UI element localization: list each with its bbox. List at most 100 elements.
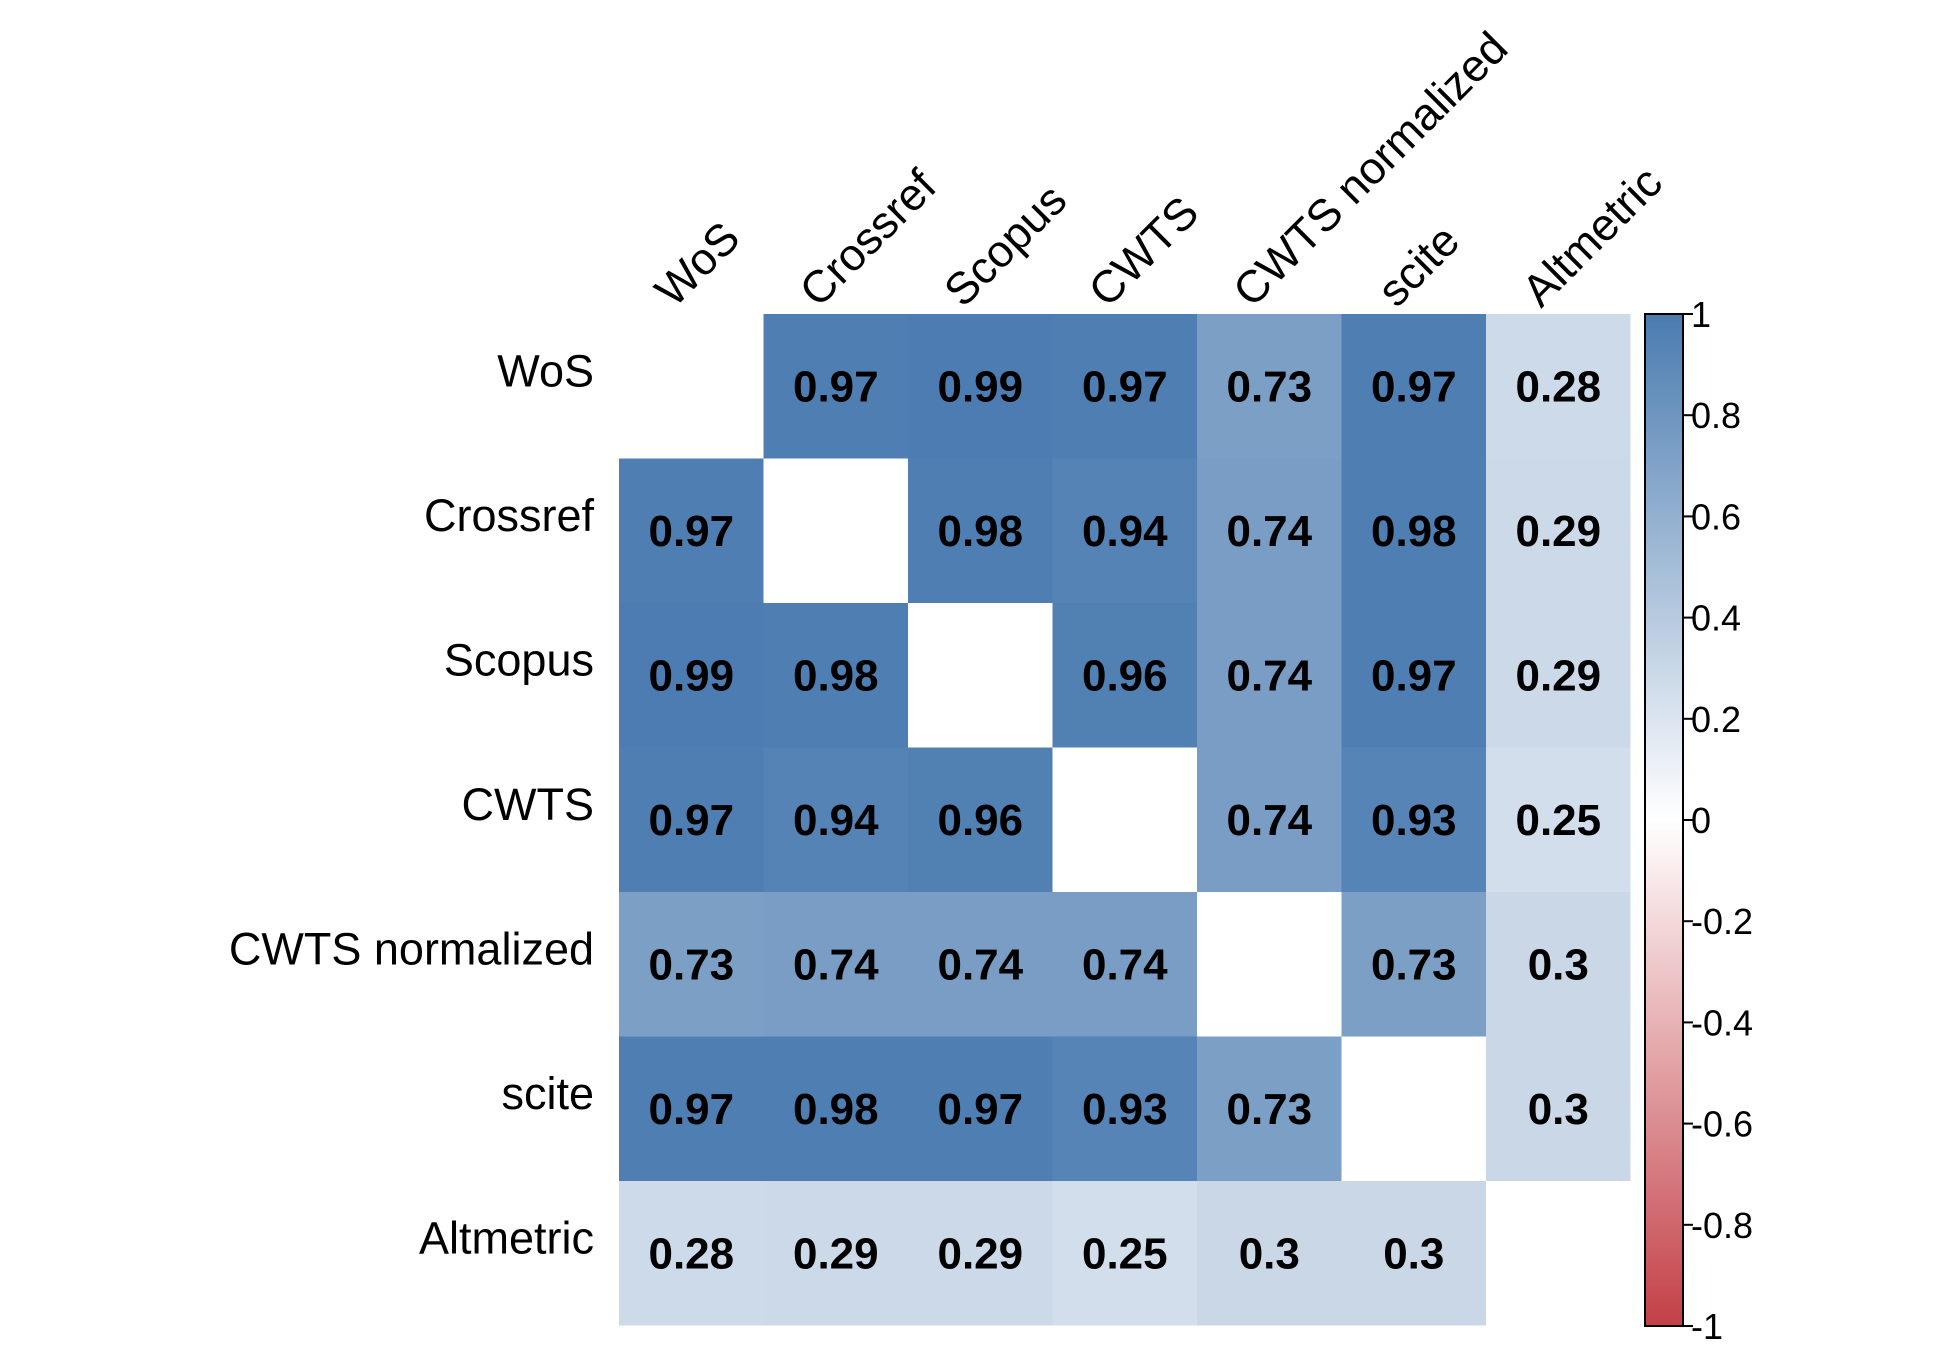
heatmap-cell-1-6 xyxy=(1486,458,1631,603)
heatmap-cell-5-6 xyxy=(1486,1036,1631,1181)
heatmap-cell-2-1 xyxy=(763,603,908,748)
heatmap-cell-4-0 xyxy=(619,892,764,1037)
cell-value-label: 0.96 xyxy=(1082,651,1168,700)
colorbar-tick-label: -0.8 xyxy=(1691,1205,1753,1246)
heatmap-value-labels: 0.97 0.99 0.97 0.73 0.97 0.28 0.97 0.98 0.94 0.74… xyxy=(648,362,1601,1278)
heatmap-cell-5-1 xyxy=(763,1036,908,1181)
heatmap-cell-0-1 xyxy=(763,314,908,459)
heatmap-cell-2-5 xyxy=(1341,603,1486,748)
cell-value-label: 0.98 xyxy=(937,507,1023,556)
colorbar-tick-label: -0.2 xyxy=(1691,901,1753,942)
row-label: Altmetric xyxy=(419,1212,594,1263)
heatmap-cell-1-3 xyxy=(1052,458,1197,603)
column-label: CWTS normalized xyxy=(1223,22,1517,316)
cell-value-label: 0.25 xyxy=(1082,1229,1168,1278)
row-labels: WoS Crossref Scopus CWTS CWTS normalized scit… xyxy=(229,345,595,1263)
heatmap-cell-5-2 xyxy=(908,1036,1053,1181)
cell-value-label: 0.97 xyxy=(793,362,879,411)
cell-value-label: 0.98 xyxy=(793,1085,879,1134)
colorbar-tick-label: -0.6 xyxy=(1691,1104,1753,1145)
heatmap-cell-0-5 xyxy=(1341,314,1486,459)
heatmap-cell-0-2 xyxy=(908,314,1053,459)
colorbar-tick-label: -1 xyxy=(1691,1306,1723,1347)
cell-value-label: 0.99 xyxy=(648,651,734,700)
row-label: Crossref xyxy=(424,490,595,541)
heatmap-cell-5-0 xyxy=(619,1036,764,1181)
heatmap-cell-4-5 xyxy=(1341,892,1486,1037)
cell-value-label: 0.97 xyxy=(648,1085,734,1134)
heatmap-cell-6-1 xyxy=(763,1181,908,1326)
heatmap-cell-0-6 xyxy=(1486,314,1631,459)
column-label: CWTS xyxy=(1079,186,1209,316)
cell-value-label: 0.74 xyxy=(1226,507,1312,556)
heatmap-cell-4-3 xyxy=(1052,892,1197,1037)
heatmap-cell-5-4 xyxy=(1197,1036,1342,1181)
cell-value-label: 0.94 xyxy=(1082,507,1168,556)
colorbar-tick-label: 0 xyxy=(1691,800,1711,841)
cell-value-label: 0.73 xyxy=(648,940,734,989)
cell-value-label: 0.28 xyxy=(1515,362,1601,411)
heatmap-cell-4-2 xyxy=(908,892,1053,1037)
cell-value-label: 0.74 xyxy=(1082,940,1168,989)
heatmap-cell-3-4 xyxy=(1197,747,1342,892)
heatmap-cell-3-0 xyxy=(619,747,764,892)
cell-value-label: 0.3 xyxy=(1528,940,1589,989)
heatmap-cell-0-3 xyxy=(1052,314,1197,459)
cell-value-label: 0.3 xyxy=(1239,1229,1300,1278)
heatmap-cell-2-2 xyxy=(908,603,1053,748)
colorbar-tick-label: 0.8 xyxy=(1691,395,1741,436)
heatmap-cell-6-5 xyxy=(1341,1181,1486,1326)
heatmap-cell-0-0 xyxy=(619,314,764,459)
cell-value-label: 0.97 xyxy=(648,507,734,556)
heatmap-cell-3-3 xyxy=(1052,747,1197,892)
heatmap-cell-5-3 xyxy=(1052,1036,1197,1181)
column-label: Altmetric xyxy=(1512,156,1672,316)
heatmap-cell-4-4 xyxy=(1197,892,1342,1037)
cell-value-label: 0.73 xyxy=(1371,940,1457,989)
row-label: Scopus xyxy=(444,634,594,685)
colorbar-gradient xyxy=(1644,313,1684,1327)
row-label: WoS xyxy=(497,345,594,396)
cell-value-label: 0.29 xyxy=(937,1229,1023,1278)
heatmap-cell-3-2 xyxy=(908,747,1053,892)
heatmap-cell-5-5 xyxy=(1341,1036,1486,1181)
cell-value-label: 0.97 xyxy=(648,796,734,845)
heatmap-cell-2-0 xyxy=(619,603,764,748)
heatmap-cells xyxy=(619,314,1631,1326)
cell-value-label: 0.97 xyxy=(1371,362,1457,411)
cell-value-label: 0.99 xyxy=(937,362,1023,411)
heatmap-cell-3-1 xyxy=(763,747,908,892)
heatmap-cell-1-0 xyxy=(619,458,764,603)
heatmap-cell-4-1 xyxy=(763,892,908,1037)
cell-value-label: 0.74 xyxy=(937,940,1023,989)
heatmap-cell-6-0 xyxy=(619,1181,764,1326)
cell-value-label: 0.96 xyxy=(937,796,1023,845)
cell-value-label: 0.74 xyxy=(793,940,879,989)
cell-value-label: 0.98 xyxy=(1371,507,1457,556)
heatmap-cell-6-4 xyxy=(1197,1181,1342,1326)
cell-value-label: 0.25 xyxy=(1515,796,1601,845)
cell-value-label: 0.97 xyxy=(1082,362,1168,411)
cell-value-label: 0.98 xyxy=(793,651,879,700)
cell-value-label: 0.93 xyxy=(1082,1085,1168,1134)
cell-value-label: 0.74 xyxy=(1226,651,1312,700)
heatmap-cell-1-4 xyxy=(1197,458,1342,603)
column-label: Crossref xyxy=(790,159,947,316)
cell-value-label: 0.29 xyxy=(1515,507,1601,556)
colorbar-tick-label: 0.4 xyxy=(1691,598,1741,639)
heatmap-cell-4-6 xyxy=(1486,892,1631,1037)
colorbar-tick-label: 0.6 xyxy=(1691,496,1741,537)
colorbar-tick-label: 1 xyxy=(1691,294,1711,335)
heatmap-cell-6-3 xyxy=(1052,1181,1197,1326)
cell-value-label: 0.29 xyxy=(1515,651,1601,700)
row-label: CWTS xyxy=(462,779,594,830)
heatmap-cell-1-5 xyxy=(1341,458,1486,603)
cell-value-label: 0.93 xyxy=(1371,796,1457,845)
heatmap-cell-1-1 xyxy=(763,458,908,603)
cell-value-label: 0.73 xyxy=(1226,362,1312,411)
cell-value-label: 0.94 xyxy=(793,796,879,845)
heatmap-cell-2-3 xyxy=(1052,603,1197,748)
row-label: CWTS normalized xyxy=(229,923,594,974)
